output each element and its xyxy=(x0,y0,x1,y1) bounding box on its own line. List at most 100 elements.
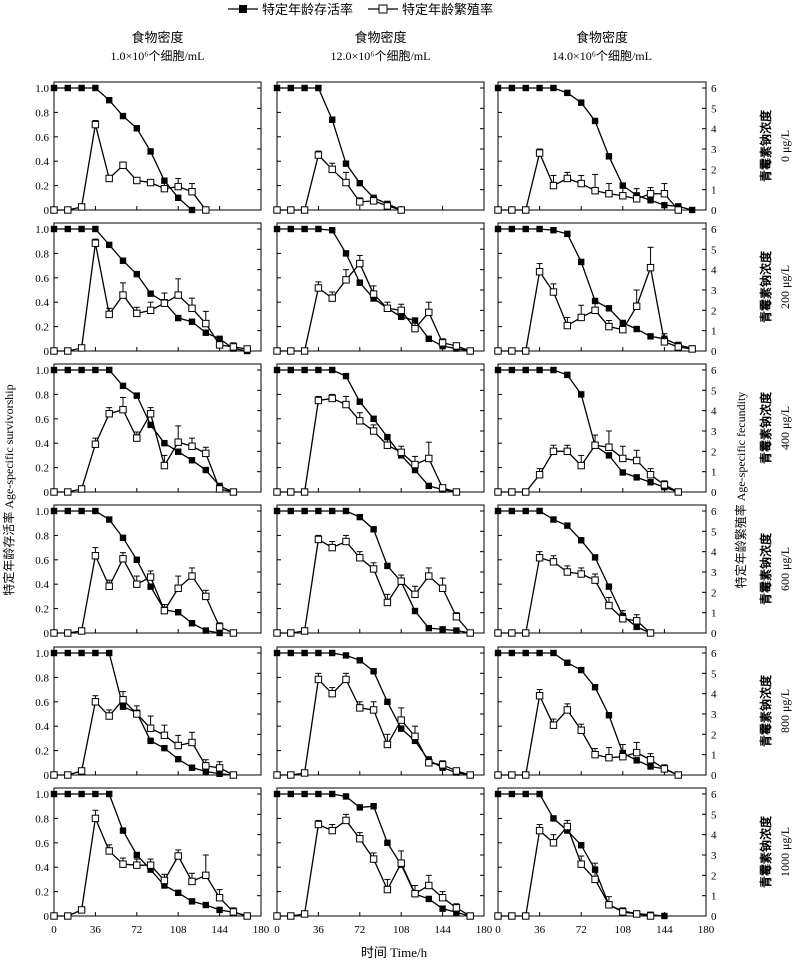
fecundity-point xyxy=(300,769,309,777)
fecundity-point xyxy=(383,202,392,210)
survival-point xyxy=(188,457,196,464)
survival-point xyxy=(175,448,182,455)
x-tick-label: 180 xyxy=(476,924,493,936)
fecundity-point xyxy=(563,568,572,576)
fecundity-point xyxy=(188,877,196,886)
fecundity-point xyxy=(174,291,182,299)
y-right-tick-label: 5 xyxy=(711,103,717,115)
panel-frame xyxy=(497,504,707,634)
fecundity-point xyxy=(64,347,72,355)
survival-point xyxy=(342,250,350,257)
x-tick-label: 144 xyxy=(434,924,451,936)
fecundity-point xyxy=(77,344,86,352)
survival-point xyxy=(133,392,140,399)
fecundity-point xyxy=(660,481,669,489)
fecundity-point xyxy=(522,629,530,637)
survival-point xyxy=(411,737,419,745)
fecundity-point xyxy=(508,912,516,920)
survival-point xyxy=(287,790,294,798)
panel-frame xyxy=(53,646,262,776)
survival-point xyxy=(384,433,391,441)
survival-point xyxy=(342,372,350,380)
survival-point xyxy=(522,84,529,92)
y-left-tick-label: 0.4 xyxy=(35,862,49,874)
fecundity-point xyxy=(535,826,544,835)
fecundity-point xyxy=(215,623,224,631)
fecundity-point xyxy=(452,904,461,912)
fecundity-point xyxy=(549,447,558,456)
survival-point xyxy=(591,117,599,125)
row-label-name: 青霉素钠浓度 xyxy=(758,391,773,464)
survival-point xyxy=(329,366,336,374)
survival-point xyxy=(564,659,571,666)
axis-titles: 时间 Time/h 特定年龄存活率 Age-specific survivors… xyxy=(1,384,748,960)
fecundity-point xyxy=(619,325,627,334)
column-header-title: 食物密度 xyxy=(354,30,406,45)
panel: 0 1 2 3 4 5 6 xyxy=(494,504,717,640)
fecundity-point xyxy=(64,206,72,214)
fecundity-point xyxy=(105,310,113,319)
fecundity-point xyxy=(660,190,669,198)
survival-point xyxy=(133,851,140,859)
y-right-tick-label: 1 xyxy=(711,750,717,762)
y-left-tick-label: 0 xyxy=(44,628,50,640)
survival-point xyxy=(50,225,58,233)
survival-point xyxy=(216,770,223,777)
fecundity-point xyxy=(160,299,169,307)
column-header-density: 14.0×10⁶个细胞/mL xyxy=(552,49,652,63)
fecundity-point xyxy=(466,629,474,637)
fecundity-point xyxy=(188,738,196,747)
y-right-tick-label: 1 xyxy=(711,185,717,197)
y-right-tick-label: 0 xyxy=(711,628,717,640)
fecundity-point xyxy=(646,190,655,198)
survival-line xyxy=(277,369,457,493)
panel-frame xyxy=(497,646,707,776)
y-left-tick-label: 1.0 xyxy=(35,506,49,518)
row-label-name: 青霉素钠浓度 xyxy=(758,674,773,747)
survival-point xyxy=(301,366,308,374)
survival-point xyxy=(370,668,377,675)
x-tick-label: 108 xyxy=(170,924,187,936)
fecundity-point xyxy=(549,288,558,296)
survival-point xyxy=(536,507,543,515)
survival-point xyxy=(439,905,446,912)
fecundity-point xyxy=(133,176,141,185)
fecundity-point xyxy=(119,555,127,563)
y-right-tick-label: 3 xyxy=(711,426,717,438)
fecundity-point xyxy=(494,629,502,637)
fecundity-point xyxy=(188,304,196,313)
row-label-conc: 200 μg/L xyxy=(778,265,792,309)
fecundity-point xyxy=(563,174,572,183)
survival-point xyxy=(356,804,363,811)
panel-frame xyxy=(276,363,485,493)
survival-point xyxy=(287,649,294,657)
y-axis-label-right: 特定年龄繁殖率 Age-specific fecundity xyxy=(733,392,748,589)
survival-point xyxy=(329,227,336,234)
fecundity-point xyxy=(369,565,378,573)
survival-point xyxy=(508,84,516,92)
fecundity-point xyxy=(188,572,196,580)
fecundity-point xyxy=(605,322,613,331)
survival-point xyxy=(605,583,613,590)
y-right-tick-label: 5 xyxy=(711,244,717,256)
survival-point xyxy=(329,116,336,123)
fecundity-point xyxy=(646,471,655,479)
survival-point xyxy=(605,305,613,312)
fecundity-point xyxy=(314,535,323,544)
fecundity-point xyxy=(133,434,141,442)
y-left-tick-label: 0.4 xyxy=(35,156,49,168)
y-left-tick-label: 0.2 xyxy=(35,181,49,193)
y-right-tick-label: 3 xyxy=(711,850,717,862)
survival-point xyxy=(64,649,71,657)
survival-point xyxy=(106,649,113,657)
fecundity-point xyxy=(287,771,295,779)
survival-point xyxy=(92,225,99,233)
survival-point xyxy=(536,649,543,657)
fecundity-point xyxy=(50,771,58,779)
survival-point xyxy=(536,225,543,233)
y-right-tick-label: 6 xyxy=(711,789,717,801)
fecundity-line xyxy=(54,698,234,776)
fecundity-point xyxy=(328,689,336,698)
survival-point xyxy=(92,649,99,657)
y-right-tick-label: 0 xyxy=(711,205,717,217)
